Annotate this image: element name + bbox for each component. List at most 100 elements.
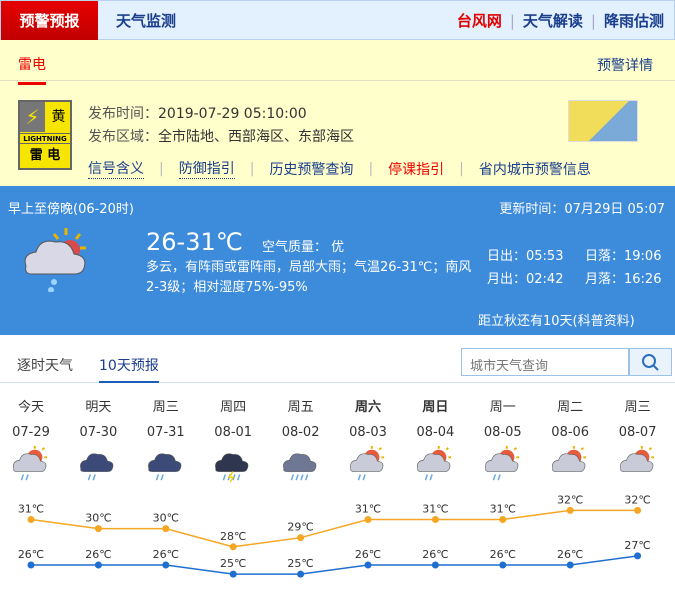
warning-map-thumbnail[interactable] [568, 100, 638, 142]
forecast-day-date: 08-04 [416, 425, 455, 440]
high-temp-point [229, 543, 237, 551]
low-temp-point [431, 561, 439, 569]
link-defense-guide[interactable]: 防御指引 [178, 158, 235, 179]
high-temp-label: 31℃ [18, 503, 44, 516]
forecast-day-week: 周三 [152, 400, 179, 415]
issue-time: 发布时间：2019-07-29 05:10:00 [88, 103, 307, 123]
forecast-day-date: 07-30 [79, 425, 118, 440]
tab-hourly[interactable]: 逐时天气 [17, 358, 73, 374]
sun-cloud-rain-icon [484, 445, 519, 481]
update-time: 更新时间：07月29日 05:07 [499, 202, 665, 217]
high-temp-label: 32℃ [624, 493, 650, 506]
low-temp-label: 26℃ [422, 548, 448, 561]
forecast-tabs: 逐时天气 10天预报 [0, 335, 675, 383]
warning-detail-link[interactable]: 预警详情 [597, 58, 653, 74]
forecast-day-week: 周六 [354, 400, 381, 415]
moonset: 月落：16:26 [585, 272, 662, 287]
forecast-day-date: 08-02 [281, 425, 320, 440]
low-temp-label: 25℃ [287, 557, 313, 570]
search-button[interactable] [629, 348, 672, 376]
label: 发布区域： [88, 129, 158, 145]
link-history[interactable]: 历史预警查询 [269, 161, 354, 178]
low-temp-label: 26℃ [557, 548, 583, 561]
sun-cloud-rain-icon [417, 445, 452, 481]
top-nav: 预警预报 天气监测 台风网 | 天气解读 | 降雨估测 [0, 0, 675, 41]
low-temp-point [364, 561, 372, 569]
high-temp-point [297, 534, 305, 542]
tab-weather-monitor[interactable]: 天气监测 [116, 12, 177, 30]
low-temp-point [634, 552, 642, 560]
link-province-warnings[interactable]: 省内城市预警信息 [478, 161, 591, 178]
value: 全市陆地、西部海区、东部海区 [158, 129, 354, 145]
low-temp-label: 25℃ [220, 557, 246, 570]
forecast-day-week: 周二 [557, 400, 584, 415]
high-temp-line [30, 509, 638, 548]
temp-range: 26-31℃ [146, 228, 243, 256]
high-temp-point [364, 516, 372, 523]
air-quality: 空气质量： 优 [262, 240, 345, 255]
tab-10-day[interactable]: 10天预报 [99, 355, 159, 383]
forecast-day-date: 08-07 [618, 425, 657, 440]
link-class-suspension[interactable]: 停课指引 [388, 161, 445, 178]
cloud-rain-icon [147, 453, 182, 481]
forecast-day-date: 08-06 [551, 425, 590, 440]
sun-cloud-icon [552, 445, 587, 472]
link-signal-meaning[interactable]: 信号含义 [88, 158, 144, 179]
weather-description: 多云，有阵雨或雷阵雨，局部大雨；气温26-31℃；南风2-3级；相对湿度75%-… [146, 260, 472, 295]
issue-area: 发布区域：全市陆地、西部海区、东部海区 [88, 126, 354, 146]
high-temp-point [94, 525, 102, 533]
sun-cloud-icon [619, 445, 654, 472]
low-temp-label: 26℃ [153, 548, 179, 561]
low-temp-label: 26℃ [490, 548, 516, 561]
temperature-chart: 31℃ 30℃ 30℃ 28℃ 29℃ 31℃ 31℃ 31℃ 32℃ 32℃ 26℃ 26℃ 26℃ 2… [18, 493, 651, 578]
high-temp-label: 31℃ [490, 503, 516, 516]
low-temp-point [27, 561, 35, 569]
forecast-day-week: 周三 [624, 400, 651, 415]
forecast-day-week: 周四 [220, 400, 247, 415]
link-weather-interpret[interactable]: 天气解读 [522, 12, 583, 30]
city-search-input[interactable]: 城市天气查询 [461, 348, 629, 376]
forecast-day-week: 周日 [422, 400, 449, 415]
thunder-heavy-rain-icon [215, 453, 249, 483]
cloudy-sun-rain-icon [24, 228, 86, 292]
search-icon [642, 354, 659, 371]
badge-cn: 雷 电 [29, 148, 61, 163]
badge-level: 黄 [51, 109, 66, 125]
lightning-yellow-warning-icon: ⚡ 黄 LIGHTNING 雷 电 [18, 100, 72, 170]
forecast-day-date: 08-01 [214, 425, 253, 440]
period: 早上至傍晚(06-20时) [8, 202, 134, 217]
warning-type-tab[interactable]: 雷电 [18, 54, 46, 85]
link-rain-estimate[interactable]: 降雨估测 [603, 12, 664, 30]
high-temp-label: 29℃ [287, 521, 313, 534]
high-temp-label: 31℃ [355, 503, 381, 516]
high-temp-point [634, 506, 642, 514]
high-temp-point [162, 525, 170, 533]
solar-term-note[interactable]: 距立秋还有10天(科普资料) [478, 314, 635, 329]
warning-panel: 雷电 预警详情 [0, 40, 675, 186]
forecast-day-date: 07-31 [146, 425, 185, 440]
sunrise: 日出：05:53 [487, 249, 564, 264]
link-typhoon[interactable]: 台风网 [456, 12, 502, 30]
badge-en: LIGHTNING [20, 133, 70, 144]
today-weather-panel: 早上至傍晚(06-20时) 更新时间：07月29日 05:07 26-31℃ 空… [0, 186, 675, 335]
high-temp-point [431, 516, 439, 523]
cloud-heavy-rain-icon [282, 453, 316, 481]
low-temp-point [94, 561, 102, 569]
forecast-day-week: 今天 [17, 400, 44, 415]
value: 2019-07-29 05:10:00 [158, 106, 307, 122]
high-temp-label: 30℃ [85, 512, 111, 525]
forecast-day-week: 周一 [489, 400, 516, 415]
high-temp-label: 28℃ [220, 530, 246, 543]
divider: | [509, 12, 515, 30]
low-temp-point [162, 561, 170, 569]
low-temp-point [297, 570, 305, 578]
high-temp-point [27, 516, 35, 523]
tab-warning-forecast[interactable]: 预警预报 [1, 1, 98, 41]
low-temp-label: 26℃ [85, 548, 111, 561]
high-temp-point [499, 516, 507, 523]
high-temp-label: 31℃ [422, 503, 448, 516]
low-temp-label: 27℃ [624, 539, 650, 552]
sunset: 日落：19:06 [585, 249, 662, 264]
lightning-bolt-icon: ⚡ [20, 102, 45, 132]
forecast-day-date: 08-03 [349, 425, 387, 440]
